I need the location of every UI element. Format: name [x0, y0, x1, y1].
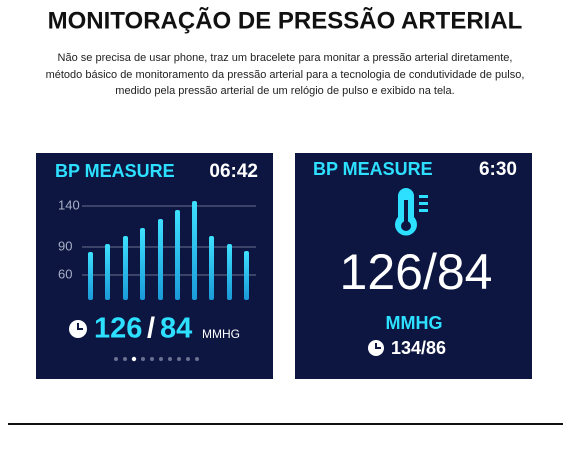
description-line: Não se precisa de usar phone, traz um br…	[58, 52, 513, 64]
description-line: método básico de monitoramento da pressã…	[46, 69, 525, 81]
screen-label: BP MEASURE	[55, 161, 175, 181]
bar	[209, 236, 214, 300]
bar	[227, 244, 232, 300]
previous-reading: 134/86	[391, 338, 446, 358]
bar	[140, 228, 145, 300]
unit: MMHG	[202, 327, 240, 341]
screen-bg	[36, 153, 273, 379]
axis-label: 140	[58, 197, 80, 212]
clock-icon	[69, 320, 87, 338]
bar	[105, 244, 110, 300]
screen-time: 6:30	[479, 159, 517, 180]
title: MONITORAÇÃO DE PRESSÃO ARTERIAL	[48, 6, 523, 34]
screen-time: 06:42	[209, 161, 258, 182]
bar	[158, 219, 163, 300]
screen-label: BP MEASURE	[313, 159, 433, 179]
bar	[123, 236, 128, 300]
screen-bg	[295, 153, 532, 379]
separator: /	[147, 313, 155, 345]
bar	[175, 210, 180, 300]
axis-label: 60	[58, 266, 72, 281]
axis-label: 90	[58, 238, 72, 253]
bar	[88, 252, 93, 300]
diastolic: 84	[160, 313, 192, 345]
thermometer-icon	[395, 188, 428, 236]
screen-right: BP MEASURE 6:30 126/84 MMHG 134/86	[295, 153, 532, 379]
unit: MMHG	[386, 313, 443, 333]
bars	[88, 201, 249, 300]
screen-left: BP MEASURE 06:42 140 90 60 126 / 84 MMHG	[36, 153, 273, 379]
reading: 126/84	[340, 244, 493, 300]
clock-icon	[368, 340, 384, 356]
systolic: 126	[94, 313, 142, 345]
page-dots	[114, 356, 199, 362]
description-line: medido pela pressão arterial de um relóg…	[115, 85, 454, 97]
bar	[192, 201, 197, 300]
bar	[244, 251, 249, 300]
